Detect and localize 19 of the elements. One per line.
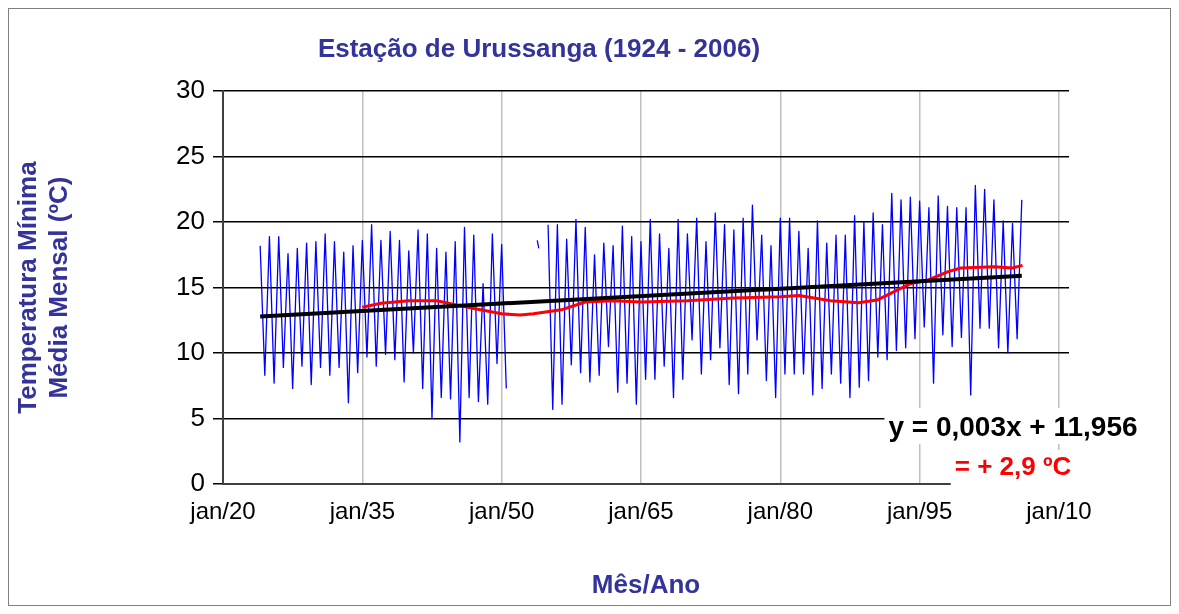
x-tick-label: jan/80 bbox=[746, 497, 813, 525]
x-tick-label: jan/20 bbox=[189, 497, 256, 525]
y-tick-label: 15 bbox=[176, 270, 205, 301]
x-tick-label: jan/65 bbox=[607, 497, 674, 525]
annotation: y = 0,003x + 11,956 bbox=[888, 410, 1138, 442]
x-tick-label: jan/10 bbox=[1025, 497, 1092, 525]
x-tick-label: jan/50 bbox=[467, 497, 535, 525]
annotation: = + 2,9 ºC bbox=[954, 451, 1072, 482]
y-tick-label: 0 bbox=[190, 467, 205, 498]
y-axis-title: Temperatura Mínima Média Mensal (ºC) bbox=[11, 160, 73, 414]
y-tick-label: 10 bbox=[176, 336, 205, 367]
chart-title: Estação de Urussanga (1924 - 2006) bbox=[317, 32, 761, 63]
y-tick-label: 5 bbox=[190, 401, 205, 432]
x-tick-label: jan/35 bbox=[328, 497, 396, 525]
y-tick-label: 25 bbox=[176, 139, 205, 170]
x-axis-title: Mês/Ano bbox=[591, 568, 701, 599]
y-tick-label: 20 bbox=[176, 205, 205, 236]
y-tick-label: 30 bbox=[176, 74, 205, 105]
x-tick-label: jan/95 bbox=[885, 497, 953, 525]
